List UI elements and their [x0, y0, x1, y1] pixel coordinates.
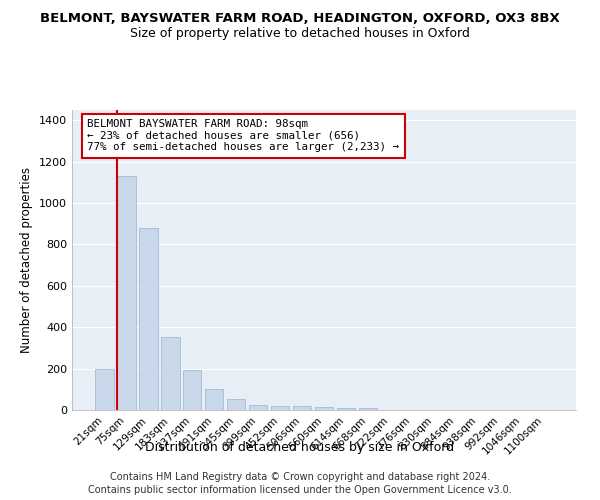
- Text: Distribution of detached houses by size in Oxford: Distribution of detached houses by size …: [145, 441, 455, 454]
- Bar: [249, 405, 268, 410]
- Text: Contains public sector information licensed under the Open Government Licence v3: Contains public sector information licen…: [88, 485, 512, 495]
- Bar: [227, 398, 245, 410]
- Bar: [293, 406, 311, 410]
- Bar: [337, 408, 355, 410]
- Bar: [183, 370, 202, 410]
- Bar: [95, 369, 113, 410]
- Text: Size of property relative to detached houses in Oxford: Size of property relative to detached ho…: [130, 28, 470, 40]
- Bar: [139, 228, 158, 410]
- Text: BELMONT, BAYSWATER FARM ROAD, HEADINGTON, OXFORD, OX3 8BX: BELMONT, BAYSWATER FARM ROAD, HEADINGTON…: [40, 12, 560, 26]
- Bar: [359, 408, 377, 410]
- Text: Contains HM Land Registry data © Crown copyright and database right 2024.: Contains HM Land Registry data © Crown c…: [110, 472, 490, 482]
- Text: BELMONT BAYSWATER FARM ROAD: 98sqm
← 23% of detached houses are smaller (656)
77: BELMONT BAYSWATER FARM ROAD: 98sqm ← 23%…: [87, 119, 399, 152]
- Bar: [314, 407, 334, 410]
- Bar: [205, 390, 223, 410]
- Bar: [271, 406, 289, 410]
- Y-axis label: Number of detached properties: Number of detached properties: [20, 167, 34, 353]
- Bar: [161, 336, 179, 410]
- Bar: [117, 176, 136, 410]
